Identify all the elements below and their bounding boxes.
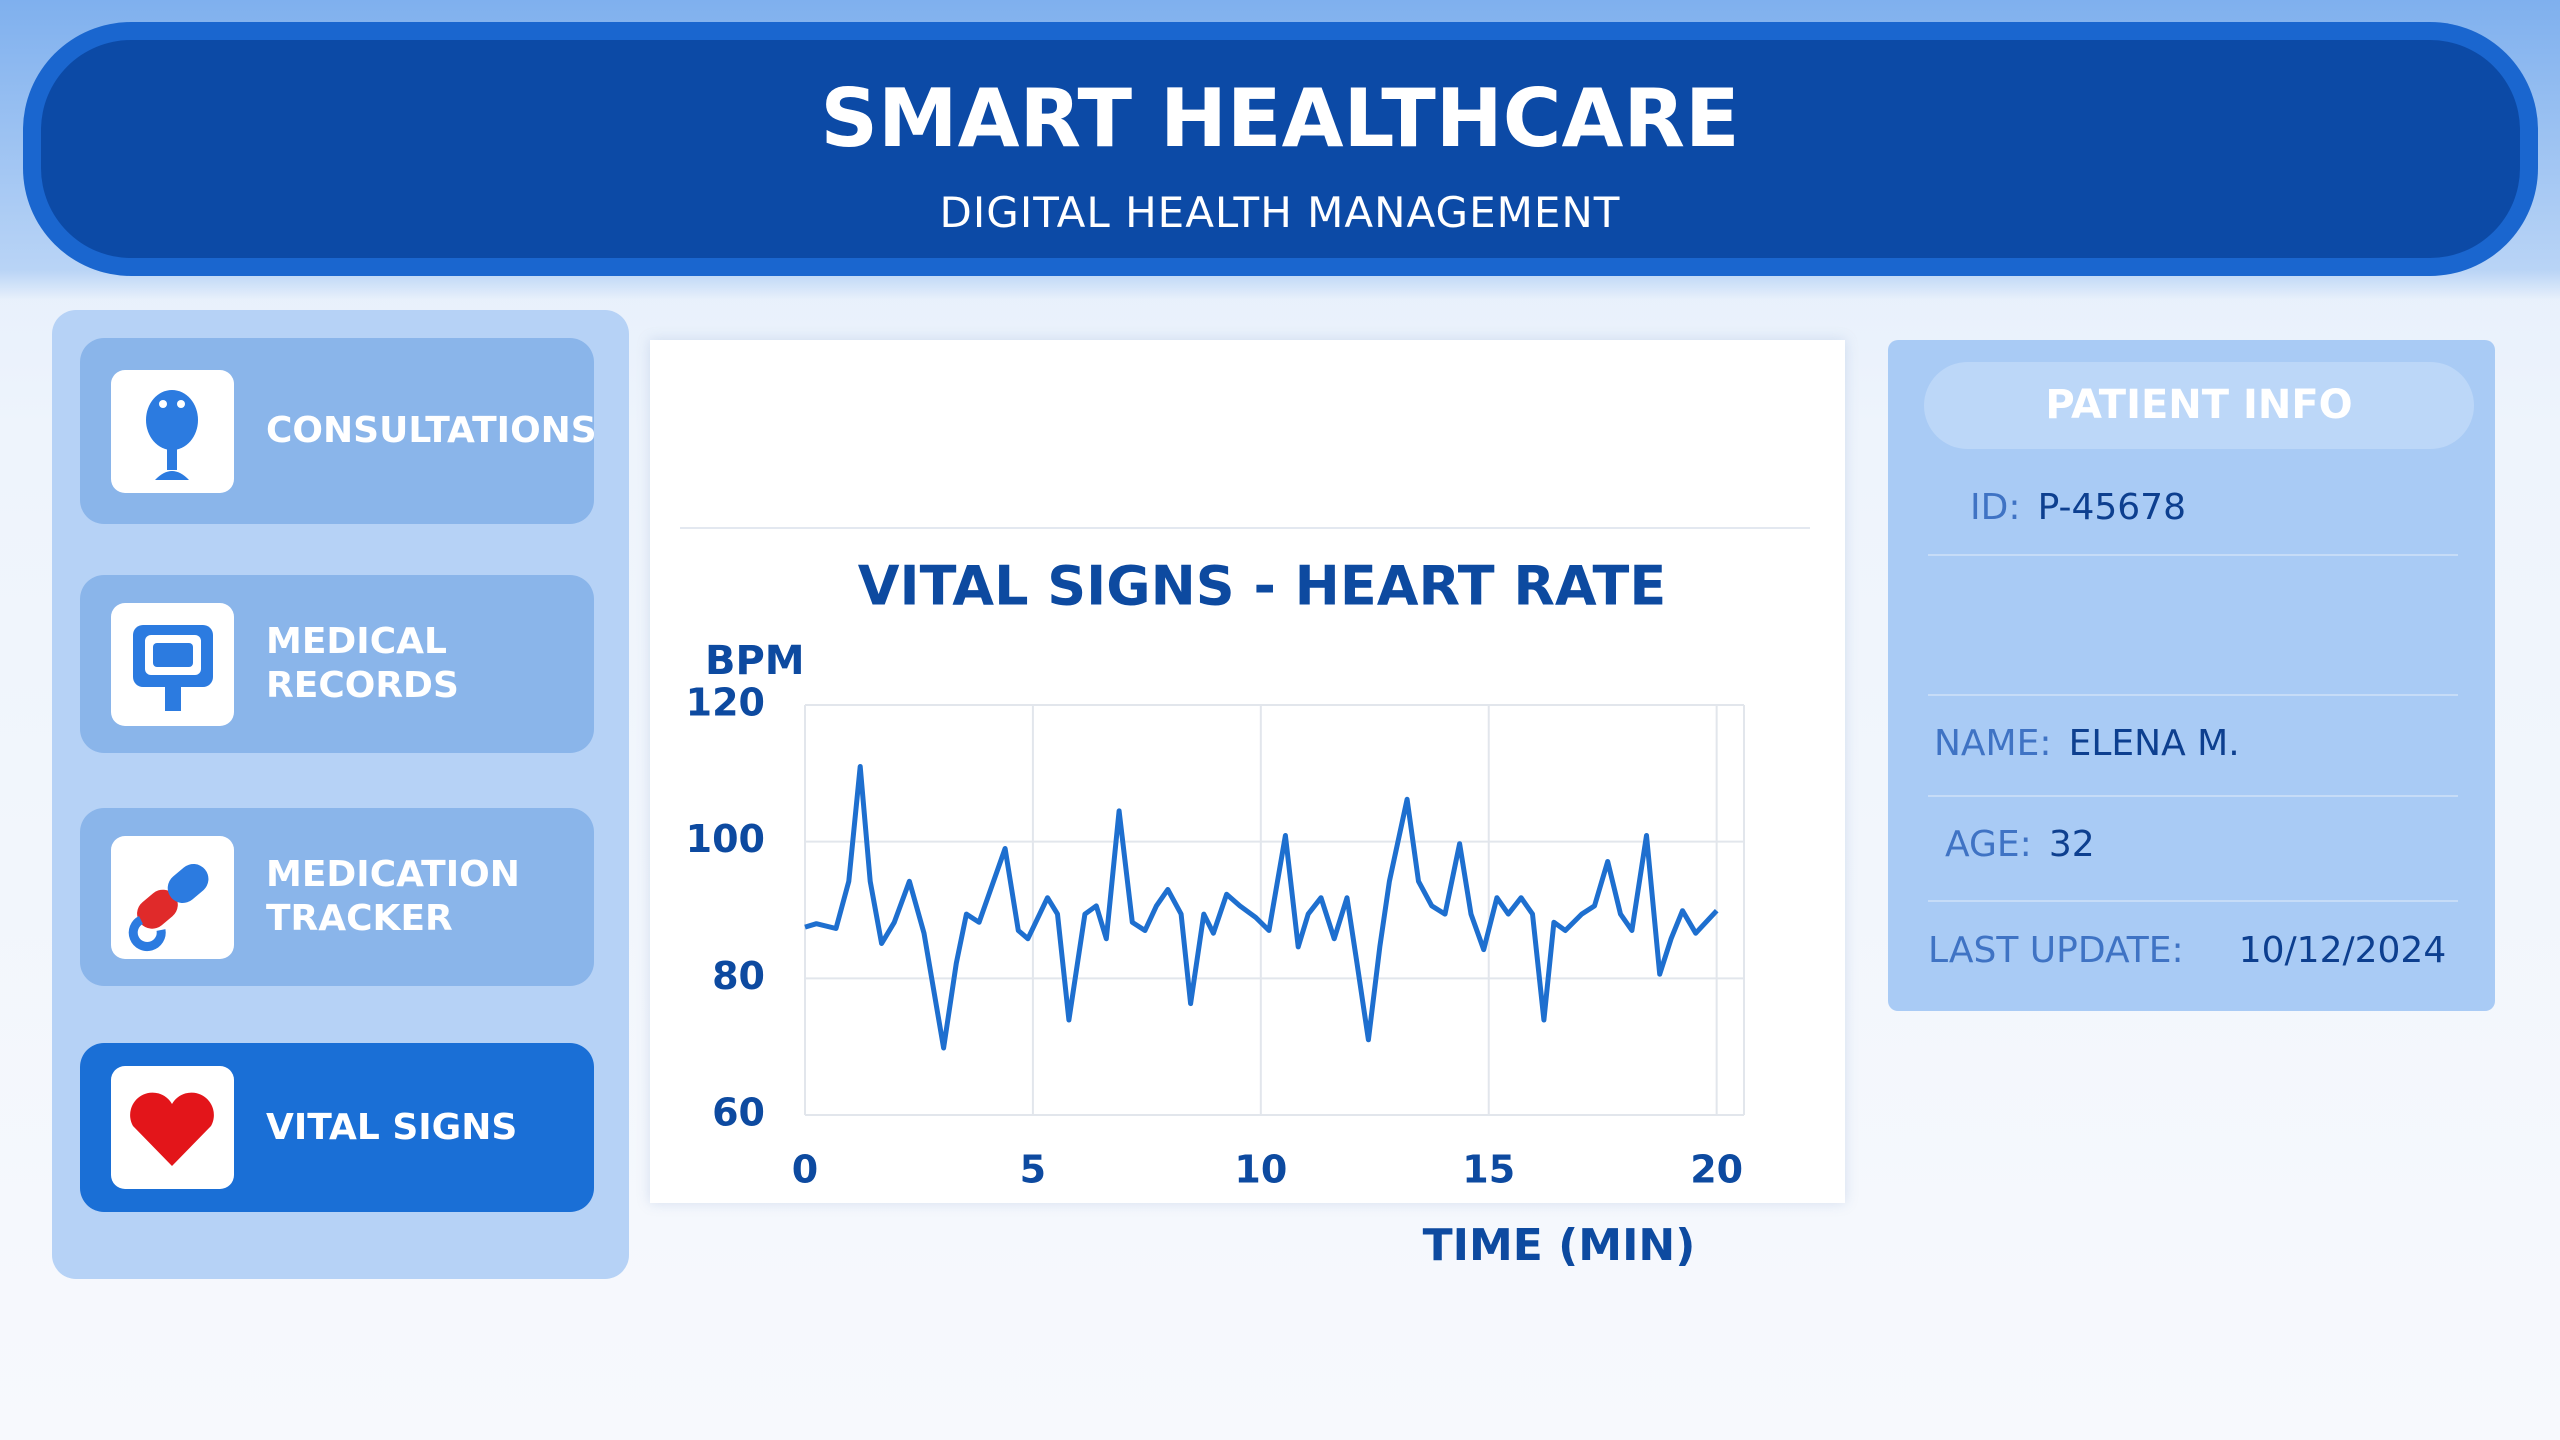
- field-value: 32: [2048, 824, 2095, 865]
- field-value: P-45678: [2037, 487, 2186, 528]
- divider: [680, 527, 1810, 529]
- y-tick-label: 120: [686, 681, 765, 725]
- nav-label: CONSULTATIONS: [266, 410, 597, 451]
- chart-panel: [650, 340, 1845, 1203]
- vital-signs-icon: [111, 1066, 234, 1189]
- app-subtitle: DIGITAL HEALTH MANAGEMENT: [939, 188, 1621, 237]
- x-tick-label: 10: [1234, 1148, 1287, 1192]
- field-row: LAST UPDATE: 10/12/2024: [1928, 930, 2446, 971]
- divider: [1928, 795, 2458, 797]
- field-row: AGE: 32: [1945, 824, 2095, 865]
- field-label: NAME:: [1934, 723, 2052, 764]
- nav-item[interactable]: VITAL SIGNS: [80, 1043, 594, 1212]
- nav-item[interactable]: MEDICAL RECORDS: [80, 575, 594, 753]
- field-label: AGE:: [1945, 824, 2032, 865]
- y-tick-label: 60: [712, 1091, 765, 1135]
- records-icon: [111, 602, 234, 726]
- consultations-icon: [111, 369, 234, 493]
- field-row: NAME: ELENA M.: [1934, 723, 2240, 764]
- x-tick-label: 5: [1020, 1148, 1046, 1192]
- medication-icon: [111, 835, 234, 959]
- nav-item[interactable]: MEDICATION TRACKER: [80, 808, 594, 986]
- patient-title: PATIENT INFO: [1924, 362, 2474, 449]
- x-tick-label: 20: [1690, 1148, 1743, 1192]
- field-value: ELENA M.: [2068, 723, 2240, 764]
- field-row: ID: P-45678: [1970, 487, 2186, 528]
- header-banner: [41, 40, 2520, 258]
- nav-label: MEDICATION TRACKER: [266, 854, 520, 939]
- field-label: LAST UPDATE:: [1928, 930, 2184, 971]
- x-tick-label: 0: [792, 1148, 818, 1192]
- y-tick-label: 100: [686, 817, 765, 861]
- app-title: SMART HEALTHCARE: [820, 72, 1740, 165]
- nav-label: VITAL SIGNS: [266, 1106, 518, 1148]
- nav-item[interactable]: CONSULTATIONS: [80, 338, 597, 524]
- chart-title: VITAL SIGNS - HEART RATE: [858, 555, 1667, 618]
- x-axis-label: TIME (MIN): [1423, 1220, 1696, 1271]
- field-label: ID:: [1970, 487, 2021, 528]
- y-axis-label: BPM: [705, 638, 805, 684]
- patient-panel: [1888, 340, 2495, 1011]
- divider: [1928, 900, 2458, 902]
- divider: [1928, 554, 2458, 556]
- field-value: 10/12/2024: [2238, 930, 2447, 971]
- heart-rate-line: [804, 764, 1719, 1051]
- nav-label: MEDICAL RECORDS: [266, 621, 459, 706]
- y-tick-label: 80: [712, 954, 765, 998]
- x-tick-label: 15: [1462, 1148, 1515, 1192]
- divider: [1928, 694, 2458, 696]
